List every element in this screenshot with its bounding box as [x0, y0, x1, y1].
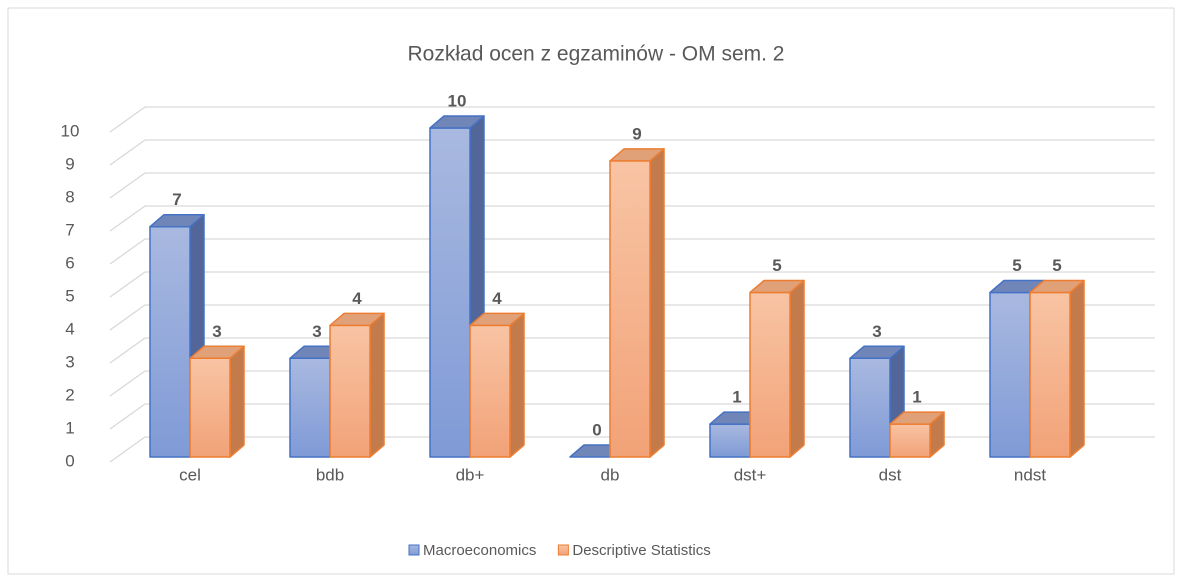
grid-line — [109, 370, 1155, 397]
bar-side — [509, 312, 525, 458]
data-label: 5 — [1052, 256, 1061, 275]
bar-side — [789, 279, 805, 458]
bar-front — [149, 225, 191, 458]
bar-top — [469, 312, 525, 327]
chart-title: Rozkład ocen z egzaminów - OM sem. 2 — [408, 43, 785, 66]
x-tick-label: db — [601, 465, 620, 484]
bar-top — [609, 148, 665, 162]
y-tick-label: 4 — [65, 319, 74, 338]
bar-top — [329, 312, 385, 327]
data-label: 5 — [1012, 256, 1021, 275]
x-tick-label: dst+ — [734, 465, 767, 484]
data-label: 10 — [448, 91, 467, 110]
bar-top — [189, 345, 245, 360]
data-label: 0 — [592, 420, 601, 439]
bar-front — [609, 160, 651, 458]
grid-line — [109, 139, 1155, 166]
bar-front — [189, 357, 231, 458]
grid-line — [109, 337, 1155, 364]
bar — [469, 312, 525, 458]
x-tick-label: cel — [179, 465, 201, 484]
grid-line — [109, 205, 1155, 232]
y-tick-label: 0 — [65, 451, 74, 470]
bar-top — [1029, 279, 1085, 294]
y-tick-label: 3 — [65, 352, 74, 371]
bar — [189, 345, 245, 458]
y-tick-label: 6 — [65, 253, 74, 272]
bar — [329, 312, 385, 458]
y-tick-label: 10 — [61, 121, 80, 140]
y-tick-label: 2 — [65, 385, 74, 404]
legend-swatch — [557, 544, 569, 556]
data-label: 1 — [912, 388, 921, 407]
x-tick-label: db+ — [456, 465, 485, 484]
bar — [1029, 279, 1085, 458]
legend-label: Macroeconomics — [423, 542, 536, 559]
bar-top — [889, 411, 945, 425]
grid-line — [109, 304, 1155, 331]
x-tick-label: dst — [879, 465, 902, 484]
bar-top — [849, 345, 905, 360]
data-label: 5 — [772, 256, 781, 275]
data-label: 3 — [212, 322, 221, 341]
bar-top — [149, 213, 205, 228]
bar-front — [1029, 291, 1071, 458]
data-label: 3 — [312, 322, 321, 341]
bar-side — [1069, 279, 1085, 458]
legend-label: Descriptive Statistics — [572, 542, 710, 559]
bar-side — [369, 312, 385, 458]
x-tick-label: ndst — [1014, 465, 1046, 484]
bar-side — [229, 345, 245, 458]
bar-top — [429, 115, 485, 129]
y-tick-label: 7 — [65, 220, 74, 239]
data-label: 9 — [632, 124, 641, 143]
bar-front — [849, 357, 891, 458]
data-label: 4 — [352, 289, 362, 308]
data-label: 4 — [492, 289, 502, 308]
y-tick-label: 5 — [65, 286, 74, 305]
y-tick-label: 1 — [65, 418, 74, 437]
bar-front — [329, 324, 371, 458]
data-label: 3 — [872, 322, 881, 341]
grid-line — [109, 436, 1155, 463]
y-tick-label: 9 — [65, 154, 74, 173]
grid-line — [109, 172, 1155, 199]
legend-swatch — [408, 544, 420, 556]
bar — [889, 411, 945, 458]
bar — [749, 279, 805, 458]
x-tick-label: bdb — [316, 465, 344, 484]
grid-line — [109, 271, 1155, 298]
bar-side — [649, 148, 665, 458]
bar-front — [889, 423, 931, 458]
y-tick-label: 8 — [65, 187, 74, 206]
bar-front — [289, 357, 331, 458]
grid-line — [109, 238, 1155, 265]
data-label: 1 — [732, 388, 741, 407]
bar — [609, 148, 665, 458]
grid-line — [109, 403, 1155, 430]
bar-front — [469, 324, 511, 458]
bar-front — [429, 127, 471, 458]
bar-front — [709, 423, 751, 458]
bar-top — [749, 279, 805, 294]
bar-front — [989, 291, 1031, 458]
bar-front — [749, 291, 791, 458]
grid-line — [109, 106, 1155, 133]
data-label: 7 — [172, 190, 181, 209]
